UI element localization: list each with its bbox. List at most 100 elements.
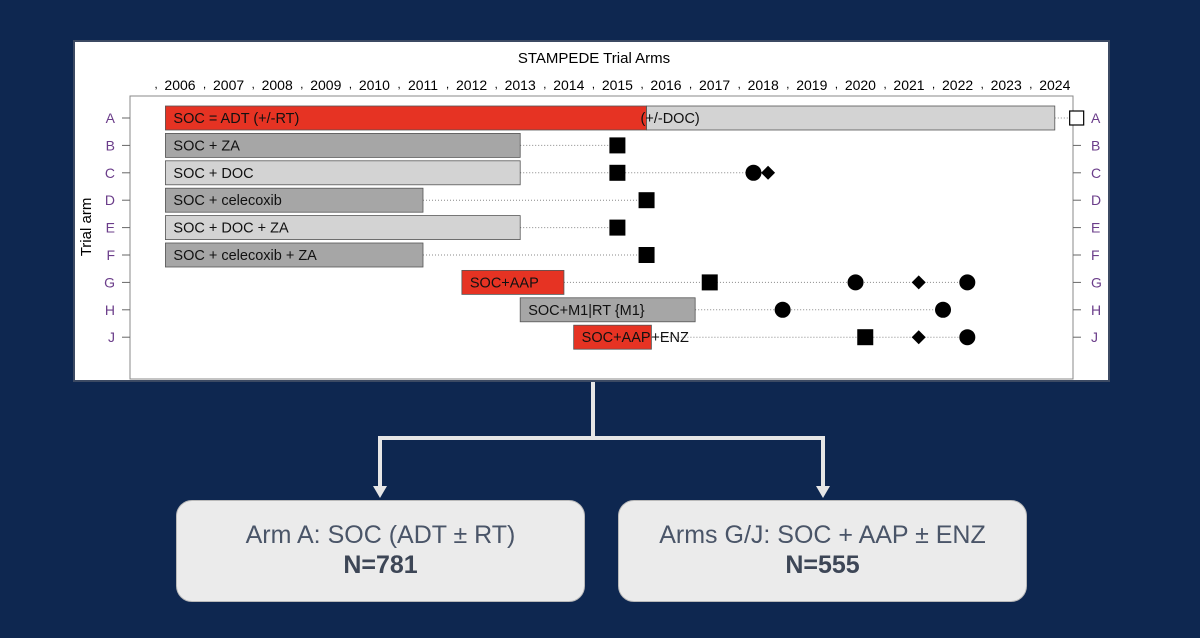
arm-bar xyxy=(165,187,424,213)
arm-bar xyxy=(165,215,521,241)
arm-bar xyxy=(165,105,647,131)
diamond-marker xyxy=(911,275,926,290)
chart-title: STAMPEDE Trial Arms xyxy=(518,50,670,67)
arrow-head-left xyxy=(373,486,387,498)
arm-bar xyxy=(165,133,521,158)
arm-bar-label: SOC + DOC xyxy=(173,166,253,182)
year-tick-mark: , xyxy=(738,77,741,91)
year-tick-label: 2020 xyxy=(845,77,876,93)
year-tick-mark: , xyxy=(300,77,303,91)
arm-bar-label: (+/-DOC) xyxy=(641,111,700,127)
arm-label-right: C xyxy=(1091,165,1101,181)
arm-bar-label: SOC+AAP xyxy=(470,275,539,291)
arm-bar-label: SOC + celecoxib + ZA xyxy=(173,248,317,264)
year-tick-mark: , xyxy=(349,77,352,91)
plot-area-frame xyxy=(129,95,1074,380)
circle-marker xyxy=(774,301,791,318)
arm-bar-label: SOC+AAP xyxy=(582,330,651,346)
year-tick-mark: , xyxy=(835,77,838,91)
diamond-marker xyxy=(911,330,926,345)
square-marker xyxy=(857,329,874,346)
year-tick-mark: , xyxy=(154,77,157,91)
year-tick-mark: , xyxy=(397,77,400,91)
arm-bar xyxy=(573,324,652,350)
year-tick-label: 2007 xyxy=(213,77,244,93)
arm-bar-label: SOC+M1|RT {M1} xyxy=(528,303,645,319)
arm-bar xyxy=(165,160,521,186)
circle-marker xyxy=(935,301,952,318)
arm-row-a: A A SOC = ADT (+/-RT) (+/-DOC) xyxy=(106,105,1101,131)
year-tick-label: 2023 xyxy=(991,77,1022,93)
year-tick-mark: , xyxy=(252,77,255,91)
arm-label-left: C xyxy=(105,165,115,181)
year-tick-label: 2008 xyxy=(262,77,293,93)
arrow-head-right xyxy=(816,486,830,498)
year-tick-label: 2018 xyxy=(748,77,779,93)
year-tick-label: 2017 xyxy=(699,77,730,93)
arm-label-left: J xyxy=(108,329,115,345)
year-tick-label: 2014 xyxy=(553,77,584,93)
year-tick-label: 2013 xyxy=(505,77,536,93)
arm-label-left: D xyxy=(105,192,115,208)
arm-bar xyxy=(519,297,696,323)
arm-row-c: C C SOC + DOC xyxy=(105,160,1101,186)
arm-row-j: J J SOC+AAP +ENZ xyxy=(108,324,1098,350)
arm-label-left: A xyxy=(106,110,116,126)
square-marker xyxy=(638,192,655,209)
year-axis: 2006, 2007, 2008, 2009, 2010, 2011, 2012, 2013,… xyxy=(154,77,1070,93)
circle-marker xyxy=(959,329,976,346)
arm-bar xyxy=(646,105,1056,131)
open-square-marker xyxy=(1069,110,1085,126)
year-tick-label: 2009 xyxy=(310,77,341,93)
year-tick-mark: , xyxy=(592,77,595,91)
year-tick-label: 2010 xyxy=(359,77,390,93)
circle-marker xyxy=(959,274,976,291)
arm-row-h: H H SOC+M1|RT {M1} xyxy=(105,297,1101,323)
trial-arms-chart: STAMPEDE Trial Arms Trial arm 2006, 2007,… xyxy=(78,50,1102,380)
arm-row-b: B B SOC + ZA xyxy=(106,133,1100,158)
arm-label-right: H xyxy=(1091,302,1101,318)
arm-label-left: F xyxy=(106,247,115,263)
year-tick-label: 2016 xyxy=(650,77,681,93)
arm-a-title: Arm A: SOC (ADT ± RT) xyxy=(245,521,516,549)
year-tick-mark: , xyxy=(640,77,643,91)
arm-label-left: E xyxy=(106,220,115,236)
circle-marker xyxy=(847,274,864,291)
arms-gj-count: N=555 xyxy=(785,551,860,579)
year-tick-mark: , xyxy=(786,77,789,91)
arms-gj-title: Arms G/J: SOC + AAP ± ENZ xyxy=(659,521,986,549)
trial-arms-chart-panel: STAMPEDE Trial Arms Trial arm 2006, 2007,… xyxy=(73,40,1110,382)
year-tick-mark: , xyxy=(981,77,984,91)
year-tick-label: 2021 xyxy=(893,77,924,93)
arm-a-count: N=781 xyxy=(343,551,418,579)
arm-bar-label: SOC + celecoxib xyxy=(173,193,281,209)
arm-label-left: B xyxy=(106,137,115,153)
arm-bar xyxy=(461,269,565,295)
arm-row-g: G G SOC+AAP xyxy=(104,269,1102,295)
arm-label-right: B xyxy=(1091,137,1100,153)
year-tick-label: 2015 xyxy=(602,77,633,93)
arm-row-e: E E SOC + DOC + ZA xyxy=(106,215,1100,241)
arm-bar-label: SOC = ADT (+/-RT) xyxy=(173,111,299,127)
arms-gj-result-box: Arms G/J: SOC + AAP ± ENZ N=555 xyxy=(618,500,1027,602)
year-tick-label: 2011 xyxy=(408,77,438,93)
year-tick-mark: , xyxy=(495,77,498,91)
arm-label-right: F xyxy=(1091,247,1100,263)
arm-label-left: G xyxy=(104,274,115,290)
square-marker xyxy=(701,274,718,291)
year-tick-label: 2006 xyxy=(164,77,195,93)
arm-bar-label: SOC + DOC + ZA xyxy=(173,221,289,237)
year-tick-label: 2022 xyxy=(942,77,973,93)
arm-label-left: H xyxy=(105,302,115,318)
square-marker xyxy=(609,137,626,154)
arm-label-right: E xyxy=(1091,220,1100,236)
year-tick-mark: , xyxy=(203,77,206,91)
arm-suffix-label: +ENZ xyxy=(651,330,689,346)
circle-marker xyxy=(745,164,762,181)
square-marker xyxy=(609,219,626,236)
arm-a-result-box: Arm A: SOC (ADT ± RT) N=781 xyxy=(176,500,585,602)
arm-label-right: G xyxy=(1091,274,1102,290)
arm-label-right: J xyxy=(1091,329,1098,345)
year-tick-mark: , xyxy=(446,77,449,91)
